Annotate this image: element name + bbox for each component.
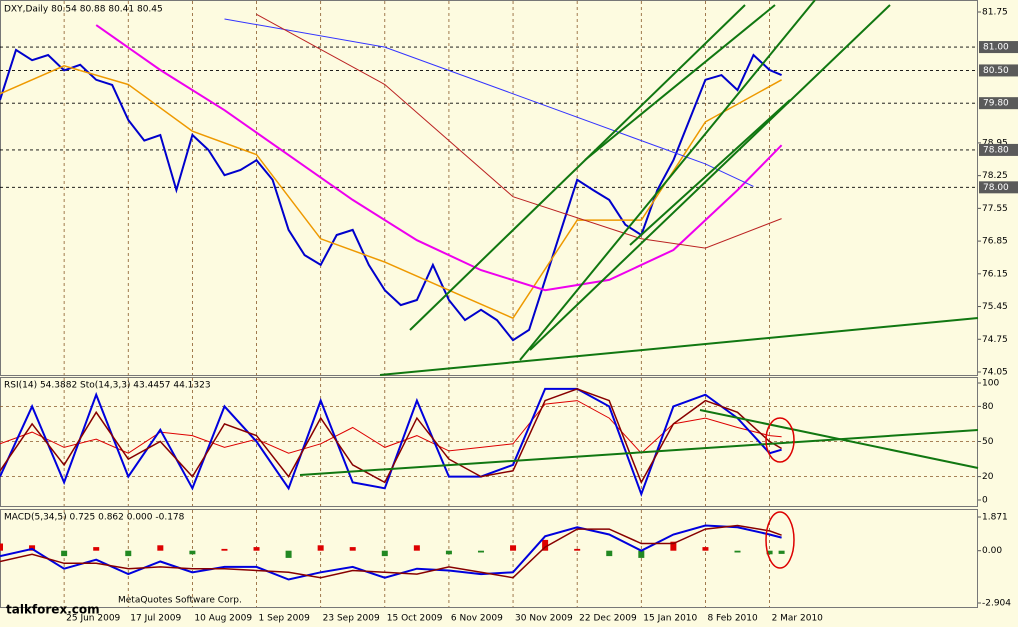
y-tick-label: 81.75: [982, 8, 1008, 18]
x-tick-label: 25 Jun 2009: [66, 614, 120, 624]
histogram-bar: [702, 547, 709, 551]
watermark: talkforex.com: [6, 603, 100, 617]
y-tick-label: 74.05: [982, 368, 1008, 378]
trend-line: [699, 409, 979, 469]
panel-title: MACD(5,34,5) 0.725 0.862 0.000 -0.178: [4, 513, 185, 523]
series-line: [0, 400, 782, 454]
x-tick-label: 10 Aug 2009: [194, 614, 252, 624]
x-tick-label: 2 Mar 2010: [772, 614, 824, 624]
histogram-bar: [0, 543, 3, 551]
x-tick-label: 17 Jul 2009: [130, 614, 181, 624]
panel-content: 74.05 74.75 75.45 76.15 76.85 77.55 78.25 78.95…: [0, 1, 1018, 378]
trend-line: [529, 4, 891, 351]
level-box: [979, 41, 1018, 54]
trend-lines: [299, 0, 979, 476]
trend-line: [409, 4, 746, 331]
histogram-bar: [606, 550, 613, 557]
histogram-bar: [510, 545, 517, 551]
series-line: [256, 13, 782, 249]
annotations: [765, 417, 795, 569]
y-tick-label: 50: [982, 437, 994, 447]
histogram-bar: [542, 539, 549, 551]
series-line: [0, 388, 782, 485]
histogram-bar: [734, 550, 741, 553]
series-line: [0, 65, 782, 320]
trend-line: [519, 0, 816, 361]
level-box: [979, 64, 1018, 77]
y-tick-label: 80: [982, 402, 994, 412]
level-box: [979, 97, 1018, 110]
histogram-bar: [93, 547, 100, 551]
y-tick-label: 78.95: [982, 138, 1008, 148]
histogram-bar: [221, 548, 228, 551]
level-label: 78.80: [983, 145, 1009, 155]
y-tick-label: 74.75: [982, 335, 1008, 345]
x-tick-label: 15 Oct 2009: [387, 614, 443, 624]
histogram-bar: [766, 550, 773, 555]
panel-content: 0 20 50 80 100: [0, 378, 999, 506]
y-tick-label: 1.871: [982, 513, 1008, 523]
y-tick-label: 100: [982, 379, 999, 389]
series-line: [0, 48, 782, 342]
level-box: [979, 143, 1018, 156]
circle-annotation: [765, 511, 795, 569]
x-tick-label: 22 Dec 2009: [579, 614, 637, 624]
panels: [0, 0, 978, 608]
x-tick-label: 23 Sep 2009: [323, 614, 380, 624]
histogram-bar: [477, 550, 484, 553]
histogram-bar: [349, 547, 356, 551]
level-label: 81.00: [983, 43, 1009, 53]
y-tick-label: 0: [982, 496, 988, 506]
trend-line: [629, 99, 791, 246]
histogram-bar: [381, 550, 388, 557]
trend-line: [379, 317, 979, 376]
trend-line: [299, 429, 979, 476]
rsi-panel: [0, 377, 978, 507]
panel-title: RSI(14) 54.3882 Sto(14,3,3) 43.4457 44.1…: [4, 381, 211, 391]
macd-panel: [0, 509, 978, 608]
panel-content: 1.871 0.00 -2.904 25 Jun 2009 17 Jul 2009 10 …: [0, 510, 1011, 624]
histogram-bar: [670, 541, 677, 551]
copyright: MetaQuotes Software Corp.: [118, 596, 242, 606]
histogram-bar: [638, 550, 645, 558]
level-label: 79.80: [983, 99, 1009, 109]
main-panel: [0, 0, 978, 376]
histogram-bar: [61, 550, 68, 557]
level-label: 78.00: [983, 183, 1009, 193]
level-box: [979, 181, 1018, 194]
histogram-bar: [445, 550, 452, 555]
trend-line: [584, 4, 776, 161]
histogram-bar: [125, 550, 132, 557]
histogram-bar: [157, 545, 164, 551]
y-tick-label: 77.55: [982, 204, 1008, 214]
histogram-bar: [778, 550, 785, 554]
circle-annotation: [765, 417, 795, 463]
y-tick-label: 0.00: [982, 546, 1002, 556]
histogram-bar: [253, 547, 260, 551]
histogram-bar: [317, 545, 324, 551]
series-line: [0, 387, 782, 498]
series-line: [0, 524, 782, 579]
y-tick-label: 76.15: [982, 269, 1008, 279]
series-line: [224, 18, 754, 187]
panel-title: DXY,Daily 80.54 80.88 80.41 80.45: [4, 5, 163, 15]
x-tick-label: 8 Feb 2010: [707, 614, 758, 624]
histogram-bar: [574, 548, 581, 551]
histogram-bar: [285, 550, 292, 558]
y-tick-label: -2.904: [982, 599, 1011, 609]
x-tick-label: 15 Jan 2010: [643, 614, 697, 624]
y-tick-label: 20: [982, 472, 994, 482]
histogram-bar: [413, 545, 420, 551]
x-tick-label: 1 Sep 2009: [259, 614, 311, 624]
histogram-bar: [189, 550, 196, 555]
level-label: 80.50: [983, 66, 1009, 76]
x-tick-label: 30 Nov 2009: [515, 614, 573, 624]
y-tick-label: 76.85: [982, 237, 1008, 247]
series-line: [95, 24, 783, 292]
y-tick-label: 75.45: [982, 302, 1008, 312]
x-tick-label: 6 Nov 2009: [451, 614, 503, 624]
y-tick-label: 78.25: [982, 171, 1008, 181]
